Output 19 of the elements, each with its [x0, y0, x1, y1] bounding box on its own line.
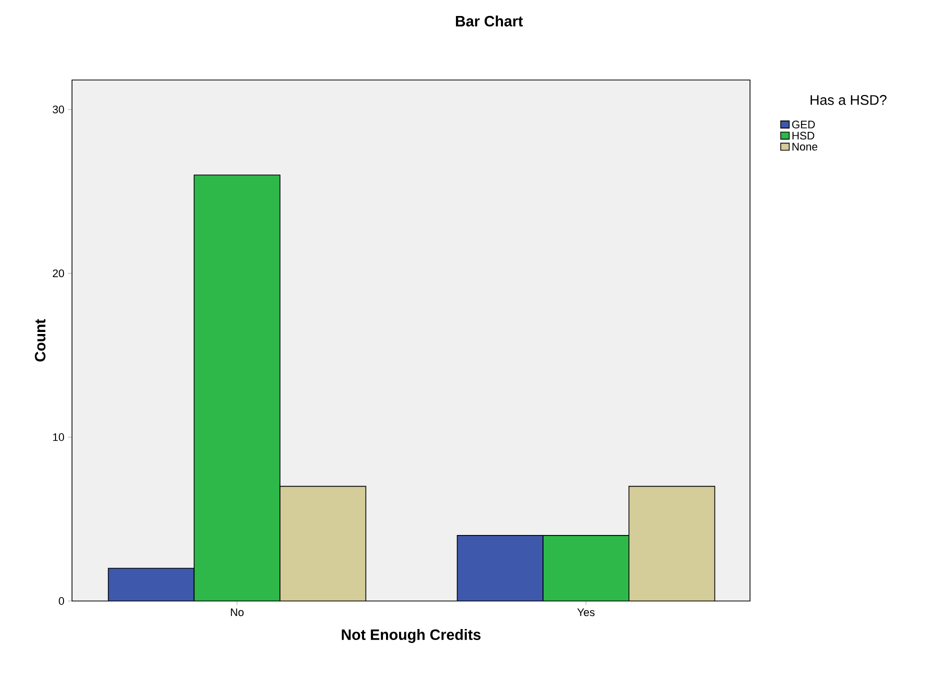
legend-label: HSD — [792, 132, 814, 140]
legend-label: None — [792, 142, 818, 151]
x-tick-label: No — [230, 608, 244, 616]
bar — [628, 486, 716, 601]
y-tick-label: 20 — [52, 269, 64, 278]
legend-title: Has a HSD? — [810, 95, 887, 105]
bar — [456, 535, 544, 601]
bar — [194, 174, 280, 601]
x-tick-label: Yes — [577, 608, 595, 616]
bar — [542, 535, 630, 601]
y-tick-label: 30 — [52, 106, 64, 114]
bar — [280, 486, 366, 601]
chart-title: Bar Chart — [456, 16, 523, 26]
y-tick-label: 0 — [58, 597, 64, 605]
legend-label: GED — [792, 120, 815, 128]
bar — [108, 568, 195, 601]
y-tick-label: 10 — [53, 433, 64, 442]
y-axis-title: Count — [34, 319, 46, 362]
x-axis-title: Not Enough Credits — [342, 628, 481, 643]
